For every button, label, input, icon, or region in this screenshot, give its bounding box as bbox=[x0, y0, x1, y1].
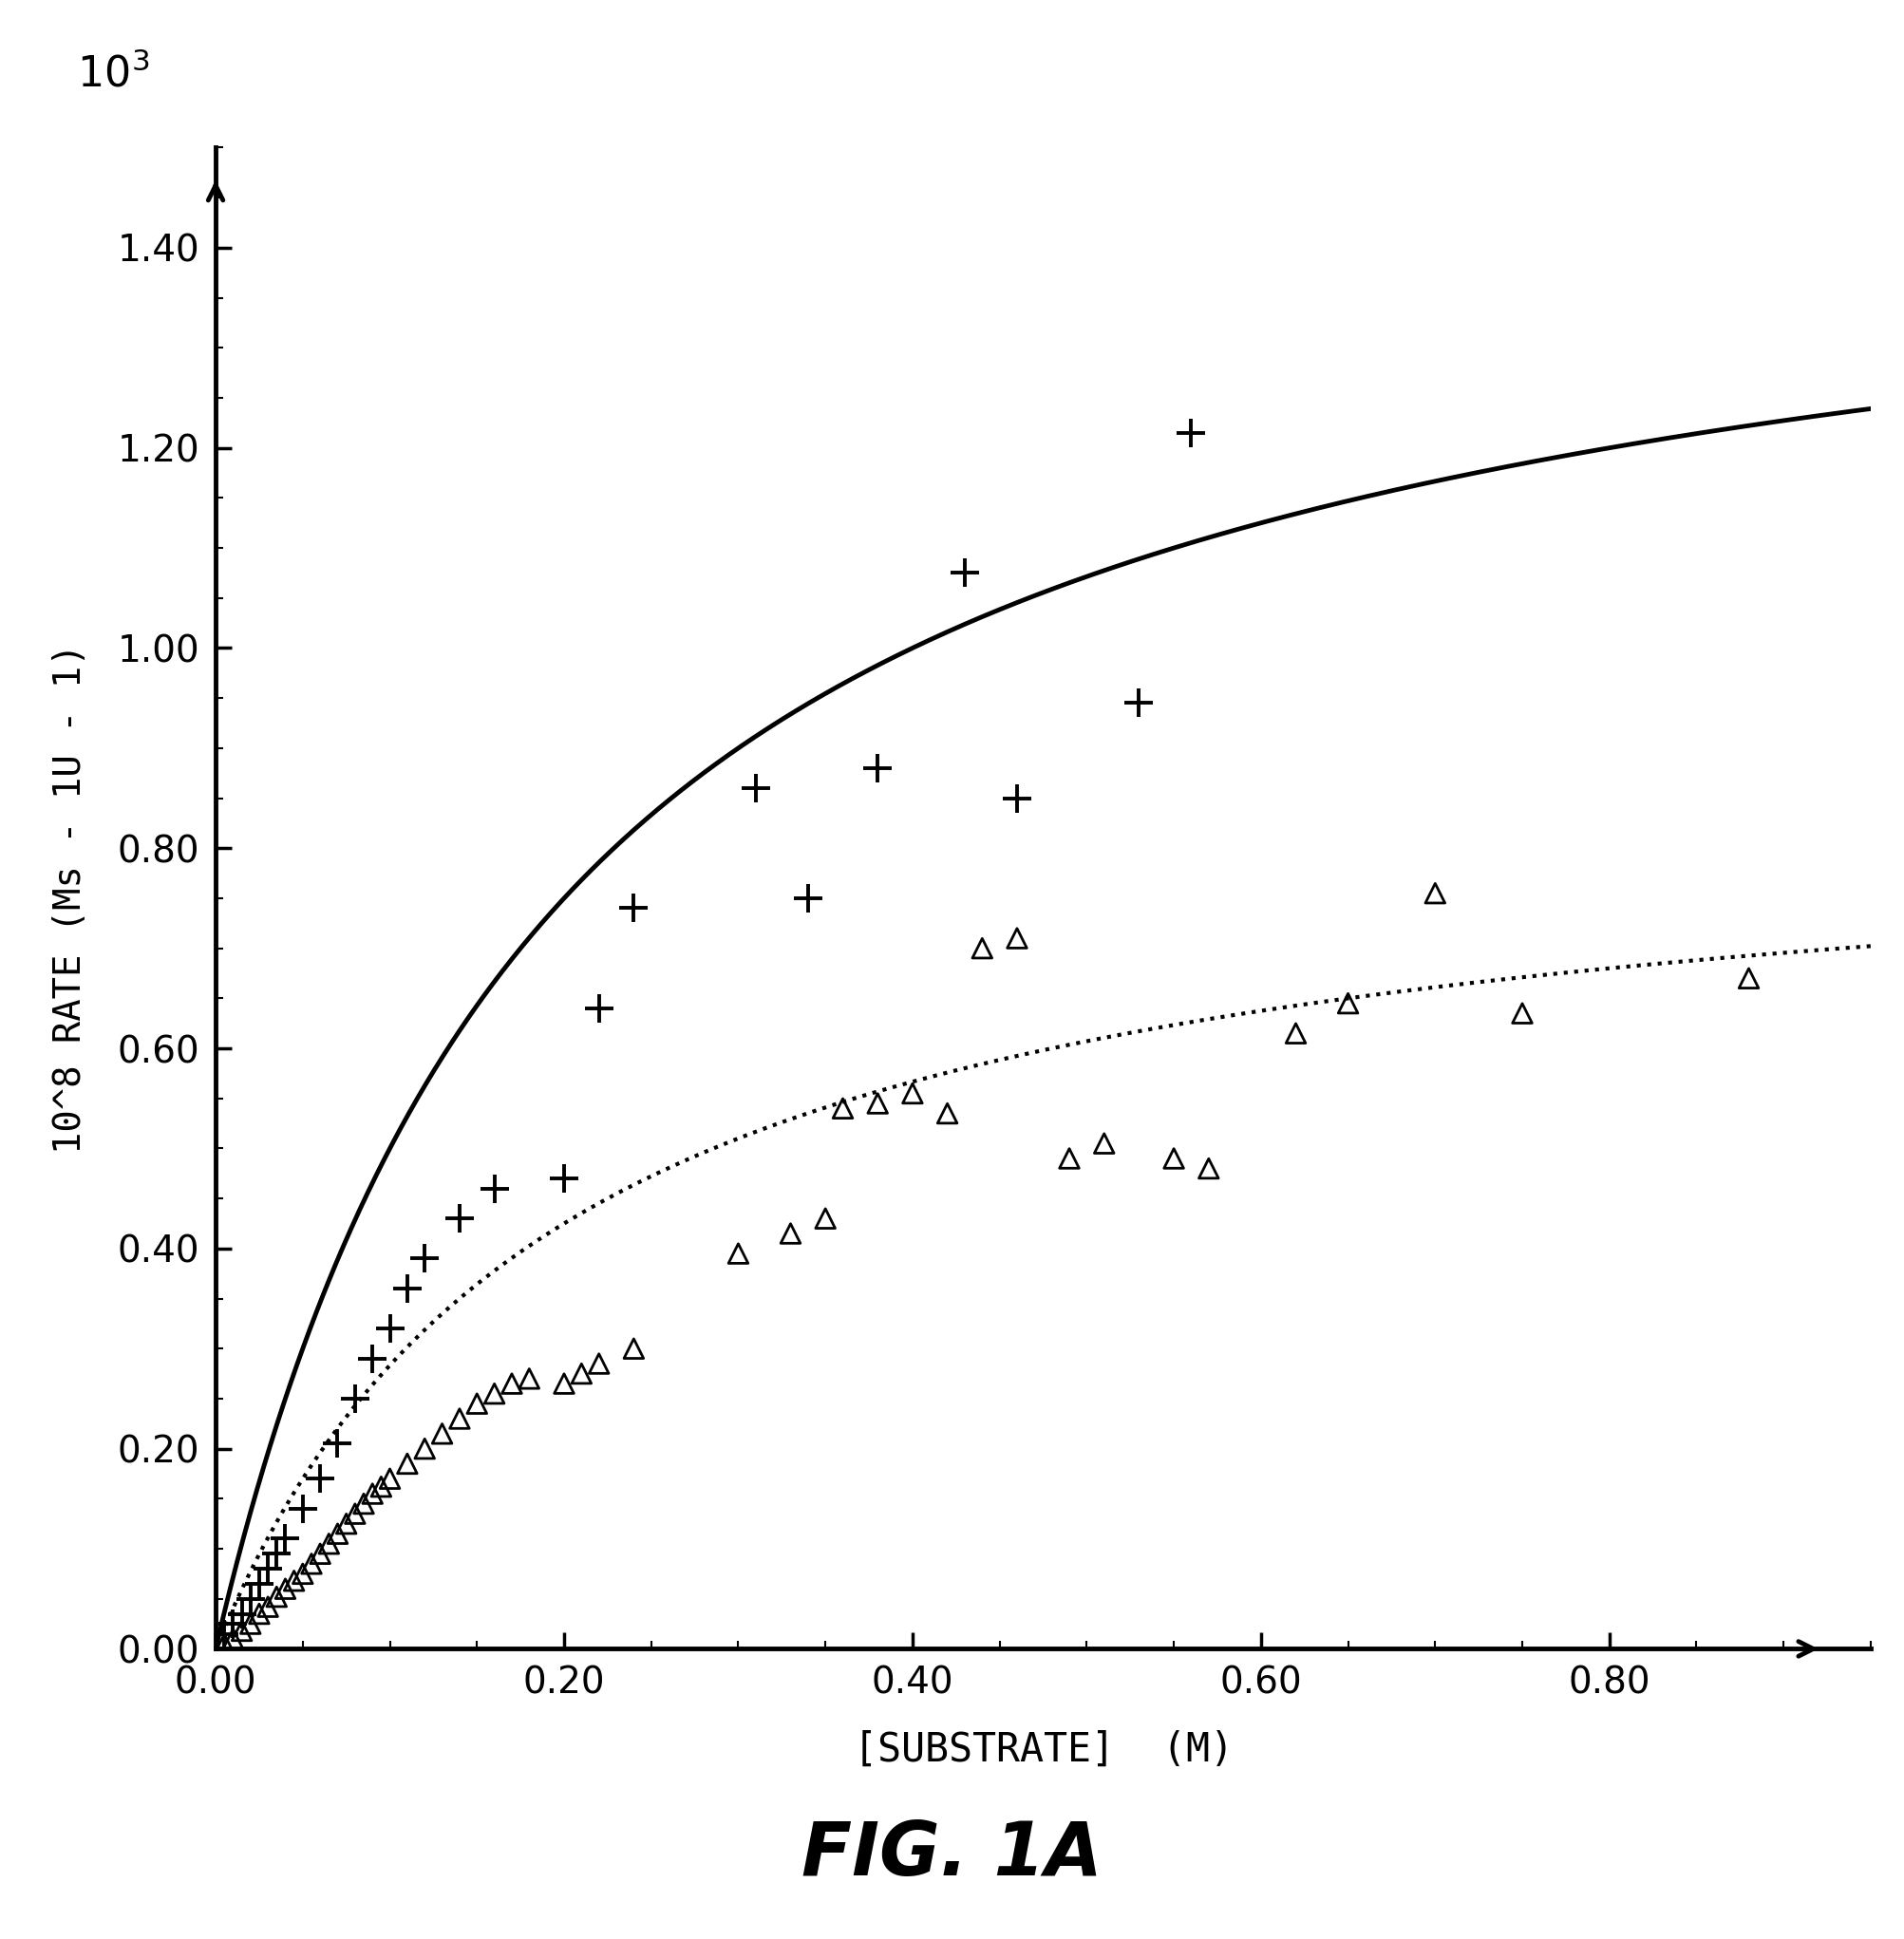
Point bbox=[227, 1615, 257, 1646]
Point bbox=[253, 1592, 284, 1623]
Point bbox=[585, 1348, 615, 1379]
Point bbox=[236, 1607, 267, 1638]
Point bbox=[366, 1472, 396, 1503]
Point bbox=[1281, 1018, 1312, 1049]
Point bbox=[288, 1493, 318, 1524]
X-axis label: [SUBSTRATE]  (M): [SUBSTRATE] (M) bbox=[853, 1730, 1234, 1770]
Point bbox=[375, 1313, 406, 1344]
Point bbox=[741, 772, 771, 803]
Point bbox=[1420, 878, 1451, 909]
Point bbox=[863, 1088, 893, 1119]
Point bbox=[897, 1078, 927, 1109]
Point bbox=[217, 1607, 248, 1638]
Point bbox=[1002, 923, 1032, 954]
Point bbox=[1160, 1142, 1190, 1173]
Point bbox=[322, 1429, 352, 1460]
Point bbox=[724, 1237, 754, 1268]
Point bbox=[548, 1163, 579, 1194]
Point bbox=[792, 882, 823, 913]
Point bbox=[209, 1629, 240, 1660]
Point bbox=[288, 1559, 318, 1590]
Point bbox=[409, 1433, 440, 1464]
Point bbox=[244, 1598, 274, 1629]
Point bbox=[1002, 783, 1032, 814]
Point bbox=[305, 1464, 335, 1495]
Point bbox=[339, 1499, 369, 1530]
Point bbox=[217, 1623, 248, 1654]
Point bbox=[297, 1547, 327, 1578]
Text: FIG. 1A: FIG. 1A bbox=[802, 1819, 1102, 1891]
Point bbox=[811, 1202, 842, 1233]
Point bbox=[244, 1569, 274, 1600]
Y-axis label: 10^8 RATE (Ms - 1U - 1): 10^8 RATE (Ms - 1U - 1) bbox=[51, 644, 88, 1154]
Point bbox=[933, 1097, 963, 1128]
Point bbox=[444, 1404, 474, 1435]
Point bbox=[863, 752, 893, 783]
Point bbox=[348, 1489, 379, 1520]
Point bbox=[426, 1417, 457, 1448]
Point bbox=[409, 1243, 440, 1274]
Point bbox=[1055, 1142, 1085, 1173]
Point bbox=[392, 1448, 423, 1479]
Point bbox=[1089, 1128, 1120, 1160]
Point bbox=[1194, 1154, 1224, 1185]
Point bbox=[314, 1528, 345, 1559]
Point bbox=[565, 1357, 596, 1388]
Point bbox=[358, 1478, 388, 1509]
Point bbox=[253, 1553, 284, 1584]
Point bbox=[828, 1094, 859, 1125]
Point bbox=[270, 1573, 301, 1604]
Point bbox=[305, 1538, 335, 1569]
Point bbox=[619, 1334, 649, 1365]
Point bbox=[261, 1582, 291, 1613]
Point bbox=[463, 1388, 493, 1419]
Point bbox=[967, 933, 998, 964]
Point bbox=[261, 1538, 291, 1569]
Point bbox=[375, 1464, 406, 1495]
Point bbox=[497, 1369, 527, 1400]
Point bbox=[775, 1218, 805, 1249]
Point bbox=[480, 1379, 510, 1410]
Point bbox=[227, 1598, 257, 1629]
Point bbox=[619, 892, 649, 923]
Point bbox=[236, 1584, 267, 1615]
Point bbox=[1123, 688, 1154, 719]
Point bbox=[358, 1344, 388, 1375]
Point bbox=[585, 993, 615, 1024]
Point bbox=[1508, 999, 1538, 1030]
Point bbox=[548, 1369, 579, 1400]
Point bbox=[1333, 987, 1363, 1018]
Point bbox=[339, 1383, 369, 1414]
Point bbox=[480, 1173, 510, 1204]
Point bbox=[950, 556, 981, 588]
Point bbox=[209, 1619, 240, 1650]
Point bbox=[392, 1274, 423, 1305]
Point bbox=[270, 1524, 301, 1555]
Point bbox=[444, 1202, 474, 1233]
Point bbox=[1733, 964, 1763, 995]
Point bbox=[514, 1363, 545, 1394]
Point bbox=[1177, 417, 1207, 448]
Point bbox=[331, 1509, 362, 1540]
Point bbox=[278, 1565, 308, 1596]
Text: $10^3$: $10^3$ bbox=[76, 52, 149, 95]
Point bbox=[322, 1518, 352, 1549]
